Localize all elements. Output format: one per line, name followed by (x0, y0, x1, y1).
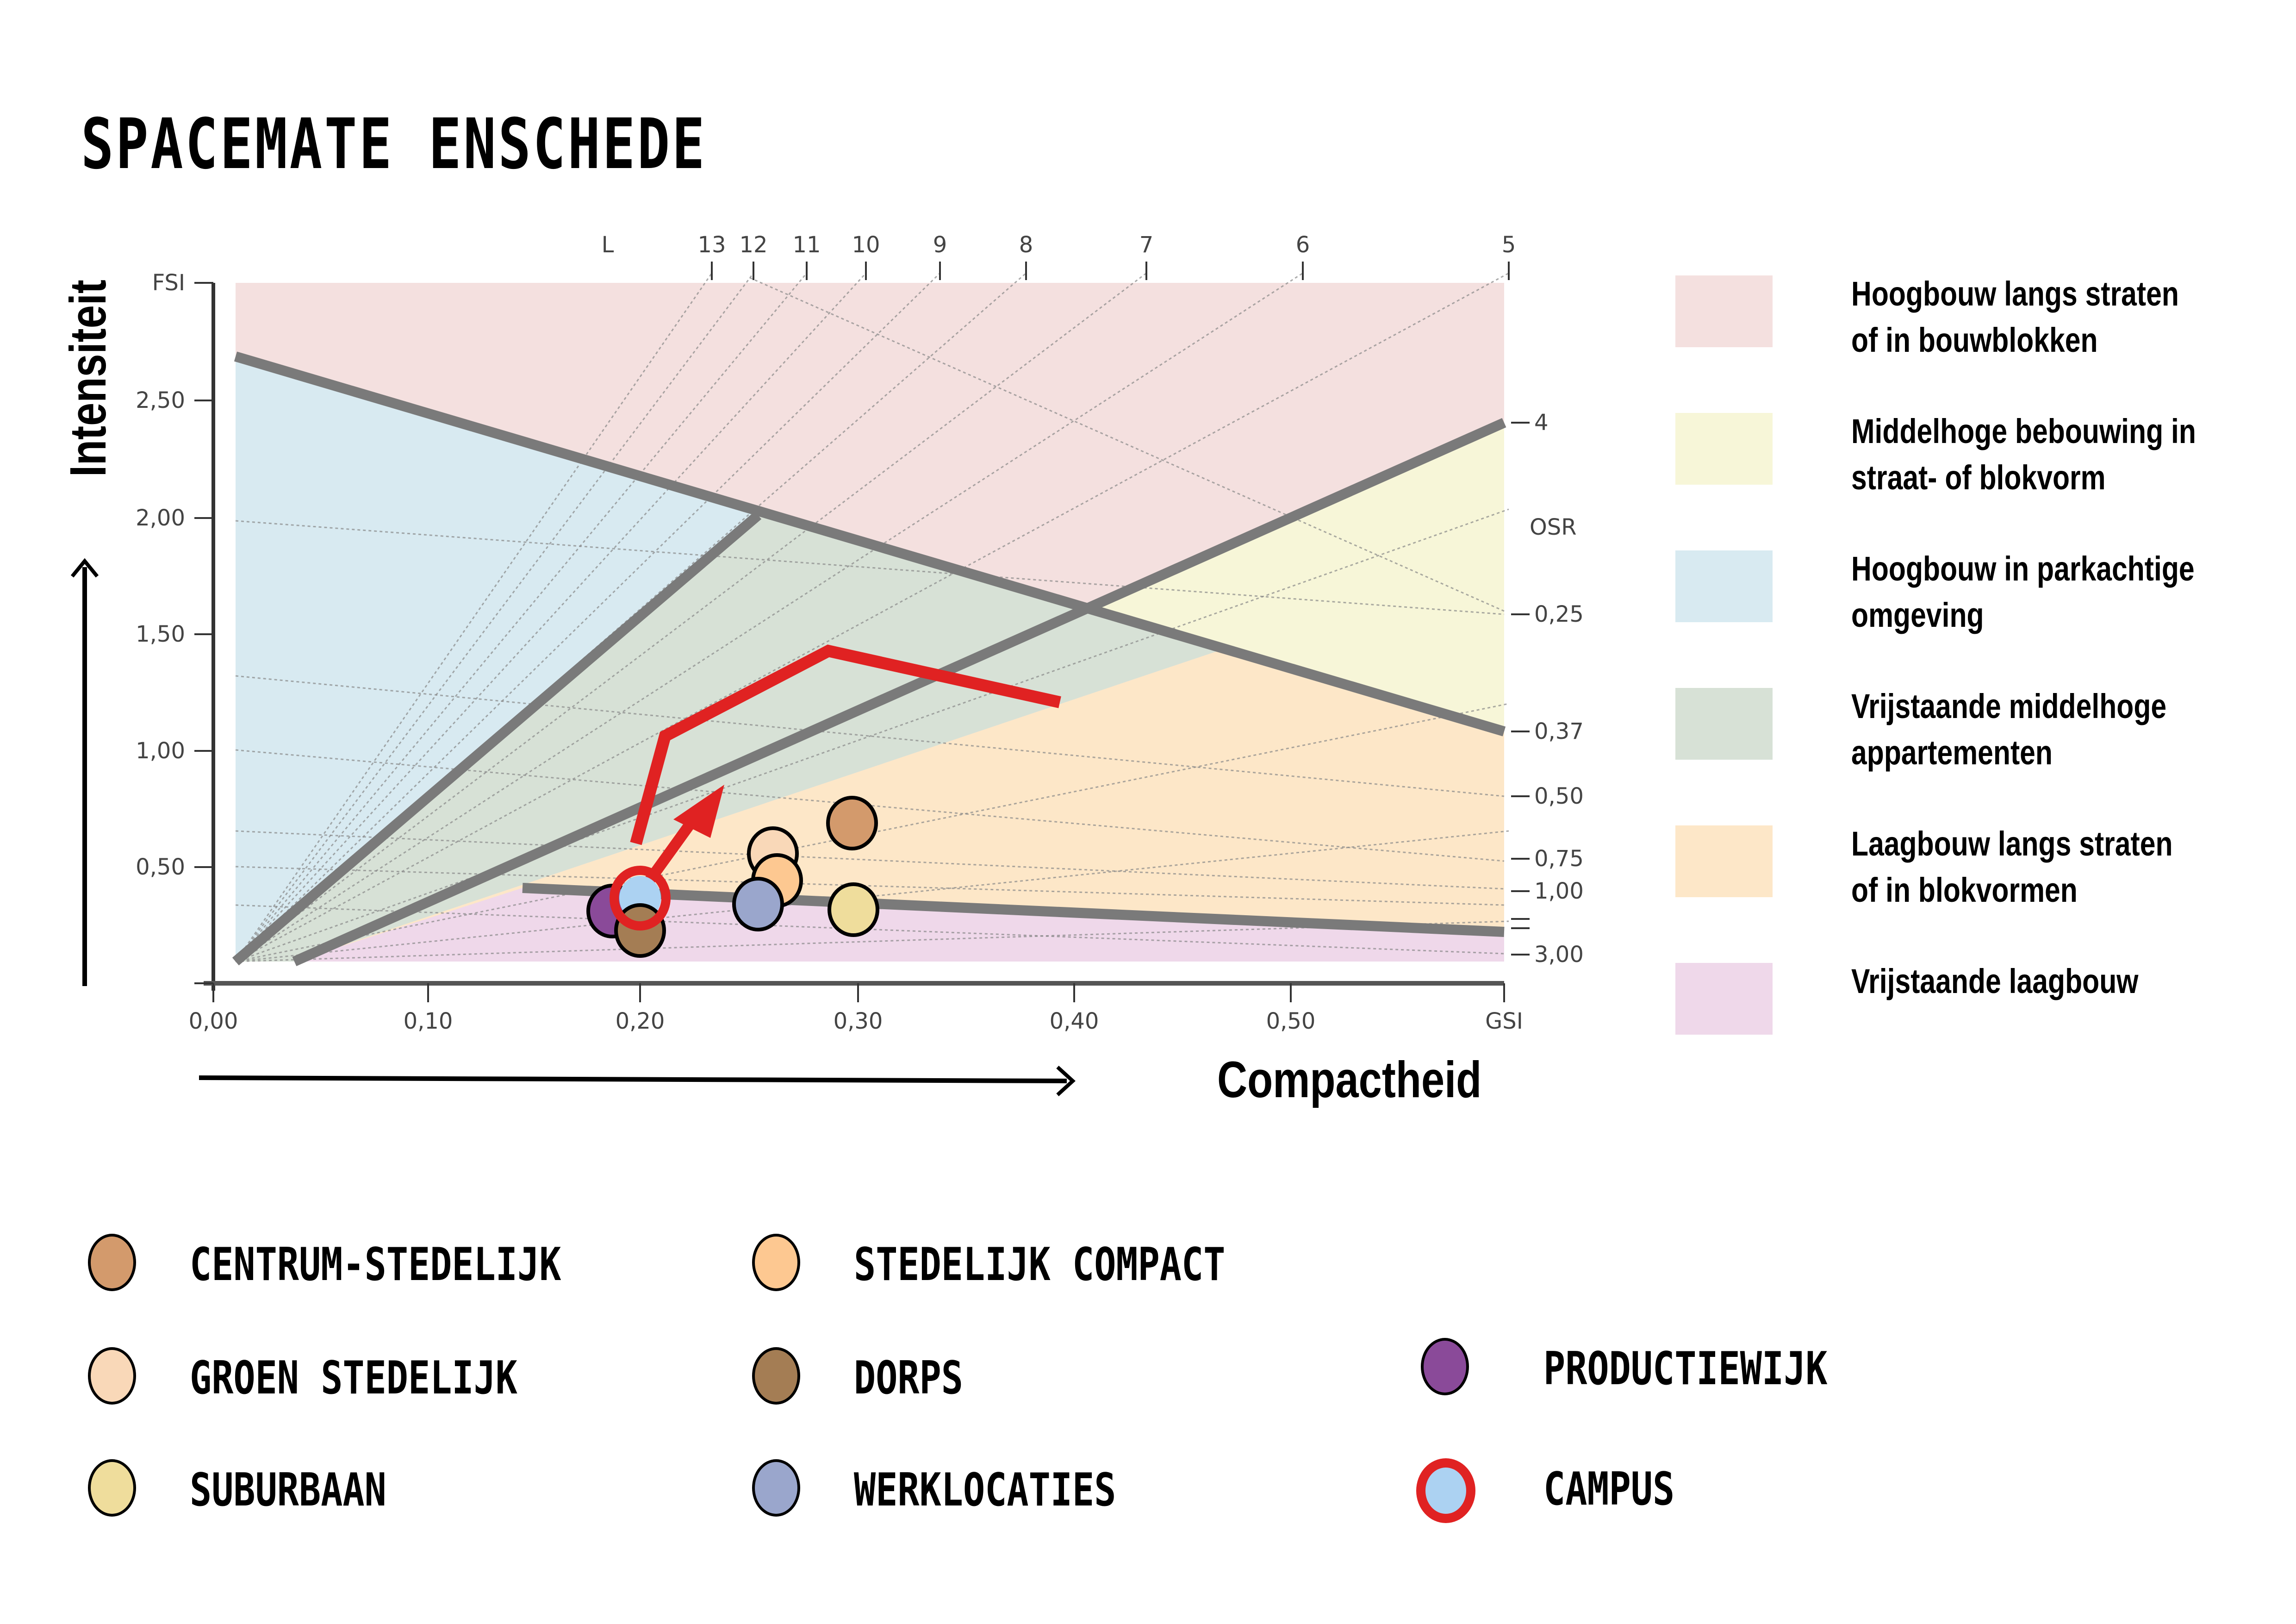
boundary-line-a (234, 351, 1506, 737)
svg-text:0,75: 0,75 (1534, 846, 1584, 872)
red-trajectory (630, 644, 1061, 897)
x-unit-label: GSI (1485, 1008, 1523, 1034)
zone-laagbouw-straten (294, 648, 1504, 962)
point-suburbaan (828, 882, 879, 937)
svg-text:0,50: 0,50 (1534, 783, 1584, 809)
zone-legend-item: Hoogbouw langs straten of in bouwblokken (1675, 275, 2277, 382)
svg-text:2,00: 2,00 (136, 505, 185, 531)
boundary-line-c (292, 418, 1506, 967)
zone-hoogbouw-park (236, 356, 758, 962)
boundary-line-b (232, 511, 762, 966)
svg-text:5: 5 (1502, 232, 1516, 258)
red-arrow-head (673, 785, 724, 838)
circle-icon (1421, 1338, 1469, 1395)
y-arrow-head (70, 558, 99, 578)
svg-text:0,50: 0,50 (1266, 1008, 1316, 1034)
x-tick-labels: 0,00 0,10 0,20 0,30 0,40 0,50 GSI (189, 1008, 1523, 1034)
zone-middelhoog-straat (1083, 423, 1504, 731)
svg-text:0,20: 0,20 (616, 1008, 665, 1034)
point-campus-ring (610, 866, 671, 931)
ring-circle-icon (1416, 1458, 1475, 1523)
svg-text:L: L (602, 232, 614, 258)
svg-text:0,10: 0,10 (404, 1008, 453, 1034)
svg-text:0,30: 0,30 (834, 1008, 883, 1034)
x-axis-title: Compactheid (1217, 1052, 1481, 1108)
red-path-line (630, 644, 1061, 845)
svg-text:0,00: 0,00 (189, 1008, 238, 1034)
zone-legend-item: Vrijstaande middelhoge appartementen (1675, 687, 2277, 794)
circle-icon (752, 1459, 800, 1517)
y-tick-labels: FSI 2,50 2,00 1,50 1,00 0,50 (136, 270, 185, 880)
svg-text:0,37: 0,37 (1534, 718, 1584, 744)
circle-icon (88, 1234, 136, 1291)
y-axis-title: Intensiteit (60, 280, 117, 477)
x-axis-title-group: Compactheid (199, 1052, 1481, 1108)
zone-boundaries (232, 351, 1506, 967)
circle-icon (752, 1347, 800, 1405)
svg-text:0,25: 0,25 (1534, 601, 1584, 627)
axes (194, 262, 1530, 1002)
svg-text:0,50: 0,50 (136, 854, 185, 880)
top-tick-labels: L 13 12 11 10 9 8 7 6 5 (602, 232, 1516, 258)
zone-swatch (1675, 688, 1773, 760)
svg-text:11: 11 (792, 232, 821, 258)
svg-text:0,40: 0,40 (1050, 1008, 1099, 1034)
point-centrum-stedelijk (826, 796, 878, 850)
svg-text:3,00: 3,00 (1534, 942, 1584, 968)
zone-legend-item: Laagbouw langs straten of in blokvormen (1675, 824, 2277, 932)
svg-text:10: 10 (852, 232, 880, 258)
zone-swatch (1675, 963, 1773, 1035)
zone-legend-item: Middelhoge bebouwing in straat- of blokvo… (1675, 412, 2277, 519)
svg-text:1,50: 1,50 (136, 621, 185, 647)
x-arrow-shaft (199, 1075, 1067, 1083)
svg-text:8: 8 (1019, 232, 1033, 258)
circle-icon (752, 1234, 800, 1291)
y-axis-title-group: Intensiteit (60, 280, 117, 986)
point-werklocaties (732, 877, 784, 931)
page-title: SPACEMATE ENSCHEDE (81, 104, 707, 185)
boundary-line-d (522, 883, 1505, 937)
svg-text:1,00: 1,00 (1534, 878, 1584, 904)
svg-text:OSR: OSR (1530, 514, 1577, 540)
zone-vrijstaand-middelhoog (236, 515, 1226, 962)
svg-text:13: 13 (697, 232, 726, 258)
circle-icon (88, 1459, 136, 1517)
data-points (586, 796, 879, 958)
zone-swatch (1675, 550, 1773, 622)
y-unit-label: FSI (152, 270, 185, 296)
svg-text:2,50: 2,50 (136, 387, 185, 413)
zone-swatch (1675, 825, 1773, 897)
svg-text:9: 9 (933, 232, 947, 258)
zone-legend-item: Hoogbouw in parkachtige omgeving (1675, 550, 2277, 657)
zone-legend-item: Vrijstaande laagbouw (1675, 962, 2277, 1069)
right-tick-labels: 4 OSR 0,25 0,37 0,50 0,75 1,00 3,00 (1530, 410, 1584, 968)
zone-swatch (1675, 413, 1773, 485)
svg-text:7: 7 (1139, 232, 1154, 258)
svg-text:12: 12 (739, 232, 767, 258)
x-arrow-head (1056, 1066, 1076, 1096)
svg-text:4: 4 (1534, 410, 1549, 436)
zone-swatch (1675, 275, 1773, 347)
circle-icon (88, 1347, 136, 1405)
svg-text:6: 6 (1296, 232, 1310, 258)
svg-text:1,00: 1,00 (136, 738, 185, 764)
